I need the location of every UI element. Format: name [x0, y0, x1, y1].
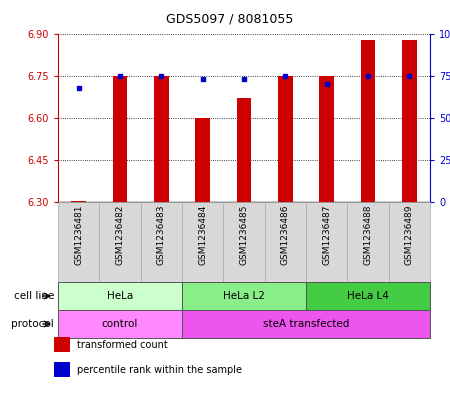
- Bar: [141, 202, 182, 282]
- Text: GSM1236486: GSM1236486: [281, 204, 290, 265]
- Bar: [58, 282, 182, 310]
- Text: protocol: protocol: [11, 319, 54, 329]
- Bar: [54, 338, 70, 352]
- Bar: [320, 76, 334, 202]
- Bar: [347, 202, 389, 282]
- Bar: [306, 282, 430, 310]
- Bar: [182, 310, 430, 338]
- Text: HeLa: HeLa: [107, 291, 133, 301]
- Bar: [195, 118, 210, 202]
- Text: percentile rank within the sample: percentile rank within the sample: [77, 365, 242, 375]
- Text: GSM1236483: GSM1236483: [157, 204, 166, 265]
- Text: GSM1236489: GSM1236489: [405, 204, 414, 265]
- Text: GSM1236487: GSM1236487: [322, 204, 331, 265]
- Text: GSM1236482: GSM1236482: [116, 204, 125, 265]
- Text: GSM1236484: GSM1236484: [198, 204, 207, 265]
- Bar: [99, 202, 141, 282]
- Text: GSM1236481: GSM1236481: [74, 204, 83, 265]
- Bar: [237, 98, 251, 202]
- Text: steA transfected: steA transfected: [263, 319, 349, 329]
- Bar: [154, 76, 169, 202]
- Text: GSM1236485: GSM1236485: [239, 204, 248, 265]
- Bar: [72, 200, 86, 202]
- Text: HeLa L2: HeLa L2: [223, 291, 265, 301]
- Bar: [306, 202, 347, 282]
- Bar: [58, 310, 182, 338]
- Text: HeLa L4: HeLa L4: [347, 291, 389, 301]
- Bar: [278, 76, 293, 202]
- Bar: [182, 202, 223, 282]
- Bar: [58, 202, 99, 282]
- Bar: [113, 76, 127, 202]
- Text: GSM1236488: GSM1236488: [364, 204, 373, 265]
- Bar: [361, 40, 375, 202]
- Text: cell line: cell line: [14, 291, 54, 301]
- Bar: [223, 202, 265, 282]
- Text: transformed count: transformed count: [77, 340, 168, 350]
- Bar: [389, 202, 430, 282]
- Bar: [402, 40, 417, 202]
- Bar: [265, 202, 306, 282]
- Text: control: control: [102, 319, 138, 329]
- Text: GDS5097 / 8081055: GDS5097 / 8081055: [166, 13, 294, 26]
- Bar: [54, 362, 70, 377]
- Bar: [182, 282, 306, 310]
